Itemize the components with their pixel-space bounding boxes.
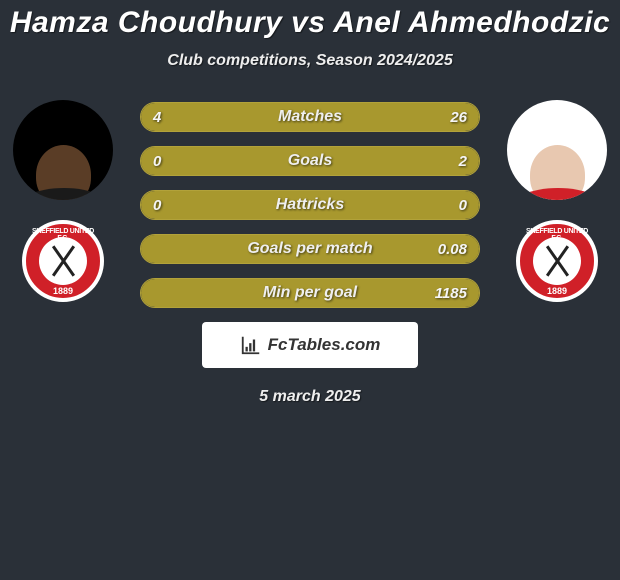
watermark-text: FcTables.com [268,335,381,355]
stat-label: Matches [141,108,479,126]
player-left-crest: SHEFFIELD UNITED F.C. 1889 [22,220,104,302]
stat-bar: 02Goals [140,146,480,176]
stat-label: Hattricks [141,196,479,214]
left-player-column: SHEFFIELD UNITED F.C. 1889 [8,100,118,302]
date-label: 5 march 2025 [0,388,620,406]
page-title: Hamza Choudhury vs Anel Ahmedhodzic [0,6,620,40]
right-player-column: SHEFFIELD UNITED F.C. 1889 [502,100,612,302]
crest-year: 1889 [547,286,567,296]
stat-label: Goals [141,152,479,170]
stat-bar: 0.08Goals per match [140,234,480,264]
stat-label: Min per goal [141,284,479,302]
watermark[interactable]: FcTables.com [202,322,418,368]
chart-icon [240,334,262,356]
comparison-card: Hamza Choudhury vs Anel Ahmedhodzic Club… [0,0,620,406]
stat-label: Goals per match [141,240,479,258]
player-left-avatar [13,100,113,200]
comparison-body: SHEFFIELD UNITED F.C. 1889 426Matches 02G… [0,100,620,308]
crest-year: 1889 [53,286,73,296]
stat-bar: 1185Min per goal [140,278,480,308]
player-right-crest: SHEFFIELD UNITED F.C. 1889 [516,220,598,302]
subtitle: Club competitions, Season 2024/2025 [0,52,620,70]
stat-bars: 426Matches 02Goals 00Hattricks 0.08Goals pe… [118,100,502,308]
player-right-avatar [507,100,607,200]
stat-bar: 426Matches [140,102,480,132]
stat-bar: 00Hattricks [140,190,480,220]
